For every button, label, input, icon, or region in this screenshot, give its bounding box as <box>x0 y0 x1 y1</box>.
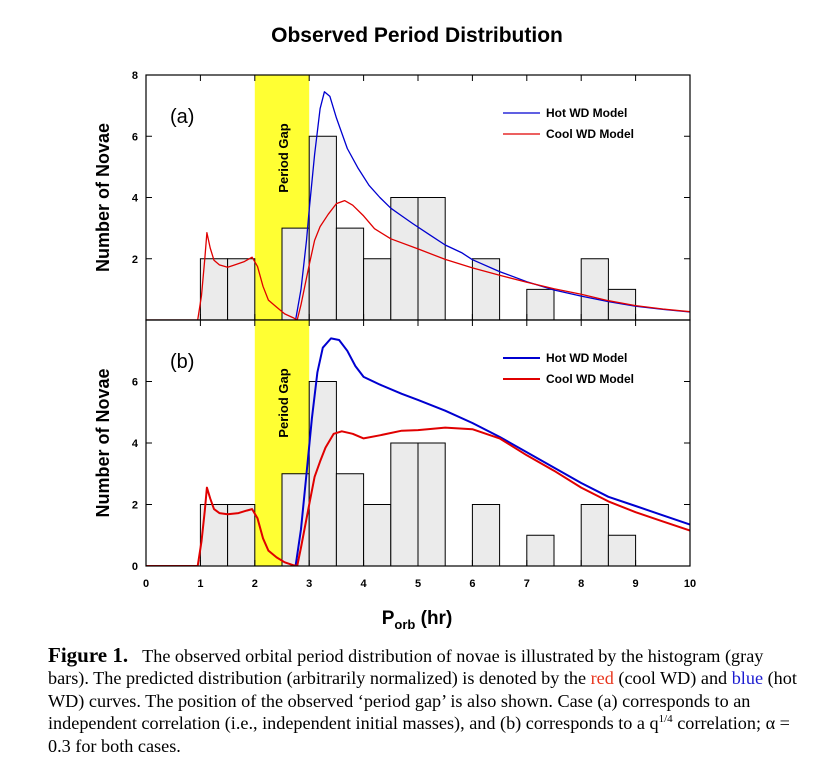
caption-label: Figure 1. <box>48 643 129 667</box>
panel-a-period-gap-label: Period Gap <box>276 123 291 192</box>
panel-a-chart: 2 4 6 8 Number of Novae (a) Period Gap Hot WD M… <box>93 70 691 321</box>
caption-text-1: The observed orbital period distribution… <box>48 646 764 689</box>
caption-text-2: (cool WD) and <box>613 668 732 689</box>
panel-b-x-tick-label: 6 <box>469 578 475 590</box>
panel-a-cool-wd-curve <box>146 199 690 320</box>
panel-a-legend-label-cool: Cool WD Model <box>546 127 634 141</box>
panel-a-histogram-bar <box>471 258 501 321</box>
panel-b-hot-wd-curve <box>294 337 690 566</box>
panel-a-y-tick-label: 2 <box>132 254 138 266</box>
x-axis-label-main: P <box>382 608 395 629</box>
panel-b-x-tick-label: 0 <box>143 578 149 590</box>
figure-caption: Figure 1. The observed orbital period dis… <box>48 644 803 757</box>
panel-a-y-axis-label: Number of Novae <box>93 123 113 272</box>
panel-b-y-tick-label: 6 <box>132 377 138 389</box>
panel-a-histogram-bar <box>390 197 419 321</box>
x-axis-label: Porb (hr) <box>382 608 453 632</box>
panel-b-x-tick-label: 1 <box>197 578 203 590</box>
panel-a-histogram-bar <box>580 258 609 321</box>
panel-b-period-gap-label: Period Gap <box>276 368 291 437</box>
panel-b-histogram-bar <box>417 442 446 567</box>
panel-b-chart: 0 2 4 6 0 1 2 3 4 5 6 7 8 9 10 Number of Novae (b) Period… <box>93 319 696 590</box>
panel-b-y-tick-label: 4 <box>132 438 139 450</box>
panel-b-y-tick-label: 0 <box>132 561 138 573</box>
panel-a-histogram-bar <box>281 227 310 321</box>
x-axis-label-subscript: orb <box>394 617 415 632</box>
panel-b-x-tick-label: 4 <box>361 578 368 590</box>
panel-b-x-tick-label: 10 <box>684 578 696 590</box>
panel-b-x-tick-label: 9 <box>633 578 639 590</box>
figure-canvas: Observed Period Distribution 2 4 6 8 Number … <box>93 24 696 632</box>
panel-b-legend-label-hot: Hot WD Model <box>546 351 627 365</box>
caption-blue-word: blue <box>731 668 764 689</box>
panel-a-histogram-bar <box>363 258 392 321</box>
panel-b-legend-label-cool: Cool WD Model <box>546 372 634 386</box>
caption-red-word: red <box>590 668 614 689</box>
panel-b-x-tick-label: 8 <box>578 578 584 590</box>
panel-a-histogram-bar <box>417 197 446 321</box>
panel-b-histogram-bar <box>335 473 365 567</box>
panel-b-histogram-bar <box>308 381 337 567</box>
caption-exponent: 1/4 <box>658 713 673 726</box>
caption-text-3: (hot WD) curves. The position of the obs… <box>48 668 797 734</box>
panel-b-panel-label: (b) <box>170 351 194 373</box>
panel-b-y-axis-label: Number of Novae <box>93 368 113 517</box>
panel-a-y-tick-label: 4 <box>132 193 139 205</box>
panel-a-panel-label: (a) <box>170 106 194 128</box>
panel-b-histogram-bar <box>580 504 609 567</box>
panel-a-histogram-bar <box>308 135 337 321</box>
caption-text-4: correlation; α = 0.3 for both cases. <box>48 713 790 756</box>
panel-b-x-tick-label: 7 <box>524 578 530 590</box>
panel-a-histogram-bar <box>526 288 555 321</box>
panel-a-histogram-bar <box>227 258 256 321</box>
panel-a-legend-label-hot: Hot WD Model <box>546 106 627 120</box>
panel-b-histogram-bar <box>390 442 419 567</box>
panel-b-histogram-bar <box>526 534 555 567</box>
panel-b-histogram-bar <box>607 534 637 567</box>
panel-b-cool-wd-curve <box>146 426 690 566</box>
panel-a-y-tick-label: 6 <box>132 131 138 143</box>
panel-a-hot-wd-curve <box>294 91 690 320</box>
panel-a-histogram-bar <box>199 258 229 321</box>
panel-b-histogram-bar <box>363 504 392 567</box>
panel-b-x-tick-label: 3 <box>306 578 312 590</box>
panel-a-y-tick-label: 8 <box>132 70 138 82</box>
panel-b-y-tick-label: 2 <box>132 500 138 512</box>
panel-a-histogram-bar <box>335 227 365 321</box>
figure-title: Observed Period Distribution <box>271 24 563 47</box>
panel-b-x-tick-label: 5 <box>415 578 421 590</box>
panel-b-histogram-bar <box>471 504 501 567</box>
x-axis-label-unit: (hr) <box>415 608 452 629</box>
panel-b-x-tick-label: 2 <box>252 578 258 590</box>
